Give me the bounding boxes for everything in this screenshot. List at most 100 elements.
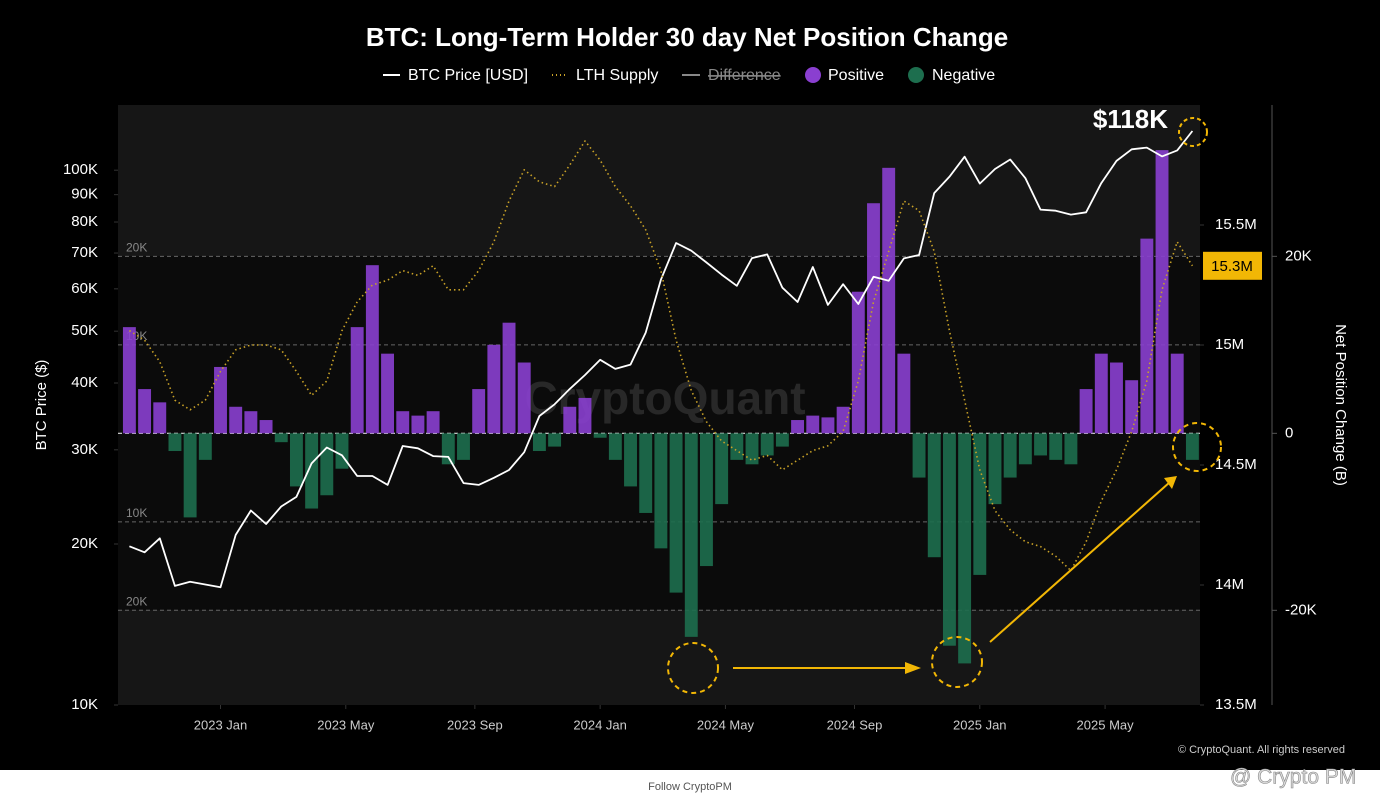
bar <box>517 362 531 434</box>
y3-tick-label: 20K <box>1285 247 1312 264</box>
bar <box>1094 353 1108 434</box>
bar <box>715 433 729 505</box>
highlight-circle <box>667 642 719 694</box>
bar <box>897 353 911 434</box>
bar <box>229 406 243 434</box>
y-axis-title: BTC Price ($) <box>33 360 50 451</box>
credit: @ Crypto PM <box>1230 766 1356 789</box>
price-line <box>129 130 1194 589</box>
bar <box>548 433 562 447</box>
y-tick-label: 90K <box>71 186 98 203</box>
bar <box>1034 433 1048 456</box>
x-tick-label: 2023 May <box>317 717 375 732</box>
bar <box>502 322 516 434</box>
highlight-circle <box>931 636 983 688</box>
value-label: $118K <box>1093 104 1168 134</box>
legend-label: LTH Supply <box>576 67 658 84</box>
bar <box>593 433 607 438</box>
x-tick-label: 2023 Sep <box>447 717 503 732</box>
bar <box>274 433 288 443</box>
y-tick-label: 60K <box>71 280 98 297</box>
bar <box>624 433 637 487</box>
bar <box>973 433 987 575</box>
bar <box>608 433 622 460</box>
bar <box>1049 433 1063 460</box>
bar <box>122 327 136 434</box>
bar <box>168 433 182 452</box>
bar <box>775 433 789 447</box>
arrow-head <box>905 662 921 674</box>
grid-label: 20K <box>126 240 147 254</box>
arrow <box>989 481 1171 643</box>
chart-title: BTC: Long-Term Holder 30 day Net Positio… <box>366 22 1008 52</box>
bar <box>654 433 668 549</box>
y-tick-label: 100K <box>63 161 98 178</box>
bar <box>381 353 395 434</box>
legend-label: Positive <box>828 67 884 84</box>
bar <box>214 366 227 434</box>
x-tick-label: 2024 Jan <box>573 717 627 732</box>
bar <box>305 433 319 509</box>
y3-axis-title: Net Position Change (B) <box>1332 324 1349 486</box>
marks: 20K10K10K20K10K20K30K40K50K60K70K80K90K1… <box>63 104 1317 733</box>
bar <box>851 291 865 434</box>
bar <box>639 433 653 513</box>
legend-label: Difference <box>708 67 781 84</box>
bar <box>1064 433 1078 465</box>
grid-label: 10K <box>126 506 147 520</box>
bar <box>806 415 820 434</box>
y-tick-label: 80K <box>71 213 98 230</box>
bar <box>244 411 258 434</box>
y-tick-label: 50K <box>71 322 98 339</box>
bar <box>138 389 152 434</box>
bar <box>198 433 212 460</box>
bar <box>320 433 334 496</box>
bar <box>867 203 880 434</box>
legend-label: Negative <box>932 67 995 84</box>
arrow-head <box>1164 476 1177 489</box>
bar <box>411 415 425 434</box>
x-tick-label: 2025 Jan <box>953 717 1007 732</box>
bar <box>1018 433 1032 465</box>
bar <box>882 167 896 434</box>
bar <box>821 417 835 434</box>
bar <box>396 411 410 434</box>
lower-band <box>118 610 1200 705</box>
bar <box>1003 433 1017 478</box>
y2-tick-label: 15M <box>1215 336 1244 353</box>
bar <box>335 433 349 469</box>
bar <box>153 402 167 434</box>
copyright: © CryptoQuant. All rights reserved <box>1178 744 1345 756</box>
bar <box>1079 389 1093 434</box>
bar <box>259 420 273 434</box>
bar <box>942 433 956 646</box>
legend: BTC Price [USD] LTH Supply Difference Po… <box>383 67 995 84</box>
y2-tick-label: 14M <box>1215 576 1244 593</box>
bar <box>365 265 379 434</box>
legend-swatch <box>805 67 821 83</box>
bar <box>472 389 486 434</box>
y3-tick-label: 0 <box>1285 424 1293 441</box>
bar <box>487 344 501 434</box>
bar <box>350 327 364 434</box>
bar <box>669 433 683 593</box>
y2-tick-label: 14.5M <box>1215 456 1257 473</box>
bar <box>289 433 303 487</box>
annotations <box>667 117 1222 694</box>
bar <box>836 406 850 434</box>
bar <box>1110 362 1123 434</box>
upper-band <box>118 105 1200 256</box>
bar <box>1170 353 1184 434</box>
bar <box>441 433 455 465</box>
x-tick-label: 2025 May <box>1077 717 1135 732</box>
bar <box>457 433 470 460</box>
legend-swatch <box>908 67 924 83</box>
highlight-circle <box>1172 422 1222 472</box>
y-tick-label: 70K <box>71 244 98 261</box>
y-tick-label: 20K <box>71 535 98 552</box>
bar <box>1185 433 1199 460</box>
bar <box>745 433 759 465</box>
highlight-circle <box>1178 117 1208 147</box>
